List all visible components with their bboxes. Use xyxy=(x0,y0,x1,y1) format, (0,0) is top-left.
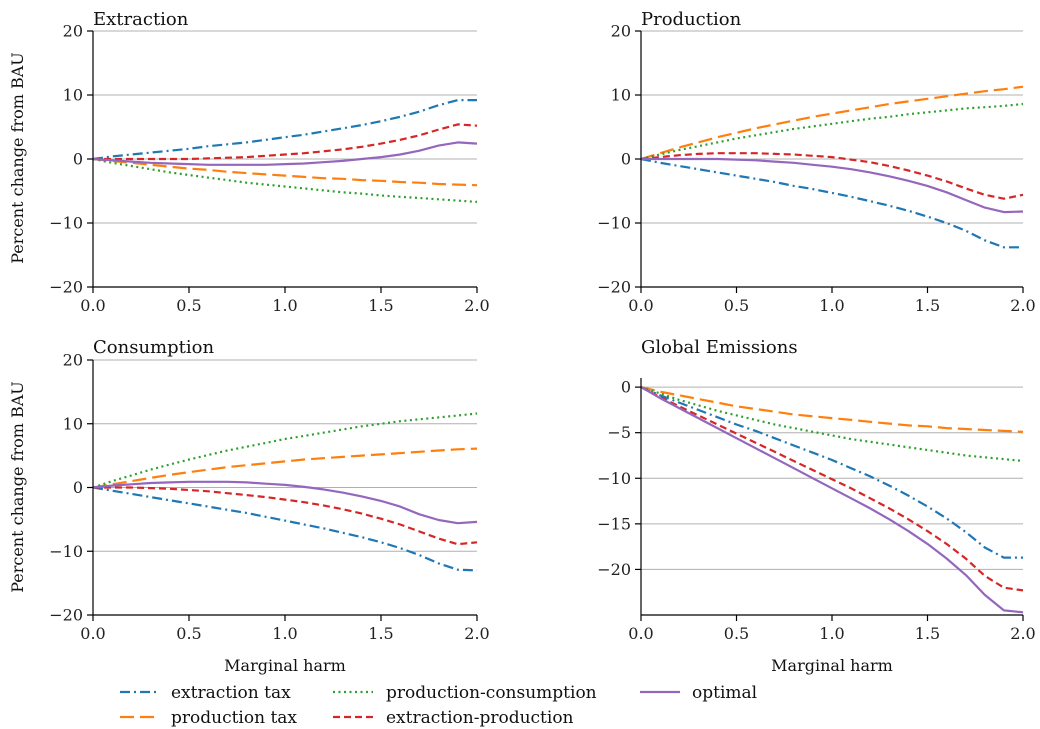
y-tick-label: 0 xyxy=(621,378,631,397)
x-tick-label: 2.0 xyxy=(464,624,489,643)
series-line-production-tax xyxy=(92,157,478,187)
y-tick-label: −10 xyxy=(597,469,631,488)
y-tick-label: 0 xyxy=(73,478,83,497)
x-tick-label: 0.0 xyxy=(628,624,653,643)
x-tick-label: 1.5 xyxy=(915,624,940,643)
legend: extraction tax production tax production… xyxy=(120,683,757,728)
y-tick-label: 20 xyxy=(611,22,631,41)
panel-axes: −20 −10 0 10 20 0.0 0.5 1.0 1.5 2.0 xyxy=(49,22,489,316)
x-axis-label: Marginal harm xyxy=(771,656,893,675)
series-line-extraction-production xyxy=(93,486,478,546)
series-line-extraction-tax xyxy=(92,486,478,572)
series-line-extraction-tax xyxy=(92,99,477,161)
x-tick-label: 0.5 xyxy=(176,624,201,643)
y-tick-label: 20 xyxy=(63,22,83,41)
series-line-production-consumption xyxy=(640,102,1024,161)
y-tick-label: −10 xyxy=(597,214,631,233)
x-tick-label: 1.0 xyxy=(819,296,844,315)
panel-series xyxy=(640,85,1024,249)
series-line-optimal xyxy=(92,141,478,166)
series-line-production-tax xyxy=(92,447,478,489)
y-tick-label: 10 xyxy=(63,414,83,433)
panel-global-emissions: −20 −15 −10 −5 0 0.0 0.5 1.0 1.5 2.0 Global Emiss… xyxy=(597,337,1035,643)
x-tick-label: 2.0 xyxy=(1010,296,1035,315)
x-tick-label: 1.0 xyxy=(272,296,297,315)
y-tick-label: 20 xyxy=(63,351,83,370)
legend-label: optimal xyxy=(692,683,757,703)
x-tick-label: 1.0 xyxy=(272,624,297,643)
x-tick-label: 1.5 xyxy=(915,296,940,315)
panel-series xyxy=(92,412,478,572)
y-tick-label: 10 xyxy=(611,86,631,105)
panel-title: Production xyxy=(641,9,742,30)
series-line-extraction-tax xyxy=(640,157,1023,249)
y-axis-label: Percent change from BAU xyxy=(8,52,27,264)
y-tick-label: 0 xyxy=(621,150,631,169)
x-tick-label: 0.0 xyxy=(628,296,653,315)
panel-extraction: −20 −10 0 10 20 0.0 0.5 1.0 1.5 2.0 Extraction xyxy=(49,9,489,315)
legend-item-production-tax: production tax xyxy=(120,708,297,728)
panel-title: Extraction xyxy=(93,9,189,30)
x-tick-label: 0.5 xyxy=(176,296,201,315)
panel-title: Global Emissions xyxy=(641,337,798,358)
y-tick-label: −5 xyxy=(607,423,631,442)
y-tick-label: −20 xyxy=(597,560,631,579)
series-line-production-consumption xyxy=(92,157,478,203)
y-tick-label: −20 xyxy=(49,278,83,297)
y-tick-label: 0 xyxy=(73,150,83,169)
x-tick-label: 2.0 xyxy=(1010,624,1035,643)
y-axis-label: Percent change from BAU xyxy=(8,381,27,593)
panel-axes: −20 −10 0 10 20 0.0 0.5 1.0 1.5 2.0 xyxy=(597,22,1035,316)
series-line-production-tax xyxy=(640,386,1024,433)
x-tick-label: 0.0 xyxy=(80,624,105,643)
legend-item-extraction-production: extraction-production xyxy=(333,708,574,728)
series-line-extraction-production xyxy=(640,386,1024,592)
series-line-optimal xyxy=(92,480,478,525)
legend-label: production tax xyxy=(171,708,297,728)
panel-axes: −20 −15 −10 −5 0 0.0 0.5 1.0 1.5 2.0 xyxy=(597,378,1035,643)
x-axis-label: Marginal harm xyxy=(224,656,346,675)
panel-production: −20 −10 0 10 20 0.0 0.5 1.0 1.5 2.0 Production xyxy=(597,9,1035,315)
series-line-production-consumption xyxy=(640,386,1024,463)
y-tick-label: −20 xyxy=(49,606,83,625)
series-line-production-tax xyxy=(640,85,1024,161)
series-line-production-consumption xyxy=(92,412,478,489)
panel-series xyxy=(640,386,1024,614)
panel-axes: −20 −10 0 10 20 0.0 0.5 1.0 1.5 2.0 xyxy=(49,351,489,644)
panel-title: Consumption xyxy=(93,337,214,358)
series-line-extraction-production xyxy=(93,123,478,161)
legend-label: extraction-production xyxy=(386,708,574,728)
x-tick-label: 1.5 xyxy=(368,624,393,643)
x-tick-label: 1.0 xyxy=(819,624,844,643)
panel-series xyxy=(92,99,478,203)
legend-item-production-consumption: production-consumption xyxy=(333,683,597,703)
y-tick-label: 10 xyxy=(63,86,83,105)
y-tick-label: −20 xyxy=(597,278,631,297)
legend-label: production-consumption xyxy=(386,683,597,703)
series-line-optimal xyxy=(641,157,1024,214)
x-tick-label: 2.0 xyxy=(464,296,489,315)
y-tick-label: −10 xyxy=(49,542,83,561)
series-line-extraction-tax xyxy=(640,386,1023,559)
x-tick-label: 0.0 xyxy=(80,296,105,315)
y-tick-label: −15 xyxy=(597,514,631,533)
x-tick-label: 0.5 xyxy=(724,296,749,315)
legend-item-optimal: optimal xyxy=(640,683,757,703)
y-tick-label: −10 xyxy=(49,214,83,233)
legend-item-extraction-tax: extraction tax xyxy=(120,683,291,703)
x-tick-label: 0.5 xyxy=(724,624,749,643)
panel-consumption: −20 −10 0 10 20 0.0 0.5 1.0 1.5 2.0 Consumption xyxy=(49,337,489,643)
series-line-optimal xyxy=(640,386,1024,614)
legend-label: extraction tax xyxy=(171,683,291,703)
x-tick-label: 1.5 xyxy=(368,296,393,315)
series-line-extraction-production xyxy=(640,152,1024,200)
